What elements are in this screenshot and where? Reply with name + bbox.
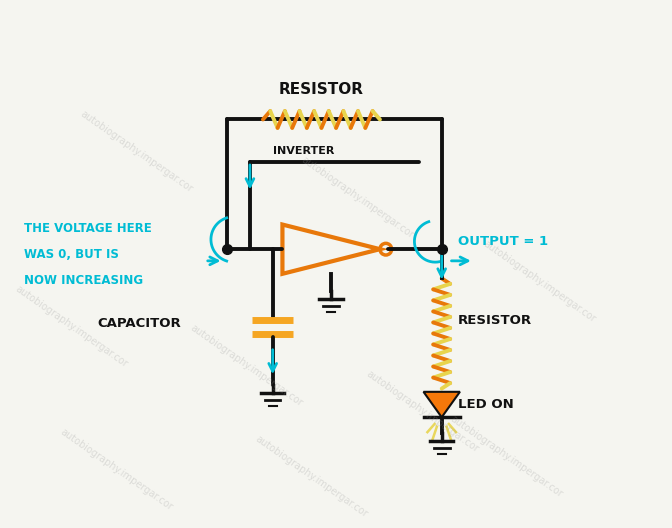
Text: OUTPUT = 1: OUTPUT = 1 — [458, 235, 548, 248]
Text: autobiography.impergar.cor: autobiography.impergar.cor — [13, 284, 129, 370]
Text: autobiography.impergar.cor: autobiography.impergar.cor — [364, 369, 480, 454]
Text: autobiography.impergar.cor: autobiography.impergar.cor — [78, 109, 194, 195]
Text: INVERTER: INVERTER — [273, 146, 334, 156]
Text: CAPACITOR: CAPACITOR — [97, 317, 181, 330]
Text: RESISTOR: RESISTOR — [458, 314, 532, 327]
Text: autobiography.impergar.cor: autobiography.impergar.cor — [299, 155, 415, 240]
Text: autobiography.impergar.cor: autobiography.impergar.cor — [449, 414, 564, 499]
Text: NOW INCREASING: NOW INCREASING — [24, 274, 144, 287]
Polygon shape — [423, 392, 460, 417]
Text: WAS 0, BUT IS: WAS 0, BUT IS — [24, 248, 119, 261]
Text: THE VOLTAGE HERE: THE VOLTAGE HERE — [24, 222, 152, 235]
Text: autobiography.impergar.cor: autobiography.impergar.cor — [481, 239, 597, 324]
Text: RESISTOR: RESISTOR — [279, 82, 364, 97]
Text: LED ON: LED ON — [458, 398, 513, 411]
Text: autobiography.impergar.cor: autobiography.impergar.cor — [58, 427, 175, 512]
Text: autobiography.impergar.cor: autobiography.impergar.cor — [189, 323, 304, 409]
Text: autobiography.impergar.cor: autobiography.impergar.cor — [253, 433, 370, 519]
